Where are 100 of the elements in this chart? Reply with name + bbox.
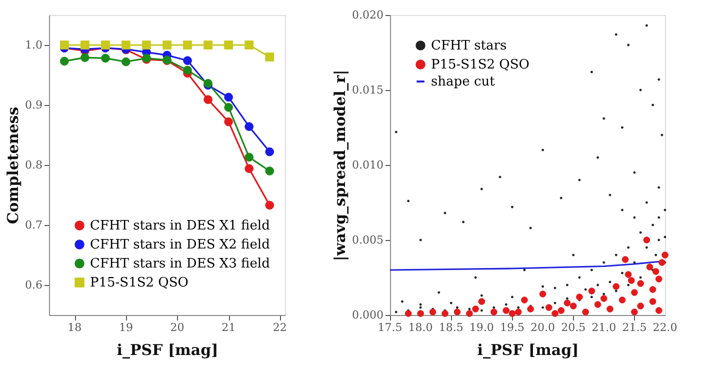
point (631, 308, 638, 316)
point (502, 307, 510, 314)
point (622, 256, 629, 263)
point (265, 147, 274, 156)
point (478, 298, 486, 305)
point (545, 304, 552, 311)
point (183, 40, 192, 50)
point (637, 302, 644, 310)
point (655, 276, 662, 282)
point (652, 268, 660, 275)
point (265, 200, 274, 210)
legend-label: shape cut (431, 74, 496, 90)
point (624, 271, 632, 278)
point (224, 92, 233, 102)
point (588, 288, 596, 294)
y-tick-label: 1.0 (25, 38, 42, 52)
x-tick-label: 22 (272, 321, 287, 334)
y-tick-label: 0.7 (25, 218, 42, 232)
point (631, 289, 638, 296)
y-axis-title: |wavg_spread_model_r| (331, 70, 350, 262)
point (162, 40, 172, 50)
x-tick-label: 21.0 (592, 321, 616, 334)
x-tick-label: 18.0 (408, 321, 433, 334)
y-tick-label: 0.005 (352, 234, 384, 246)
point (558, 307, 565, 314)
point (552, 310, 558, 317)
x-axis-title: i_PSF [mag] (116, 341, 218, 359)
point (80, 40, 90, 50)
point (244, 122, 254, 132)
point (527, 306, 534, 312)
x-tick-label: 19.0 (469, 321, 494, 334)
x-axis-title: i_PSF [mag] (477, 341, 579, 359)
y-tick-label: 0.010 (352, 158, 384, 172)
point (658, 259, 666, 266)
point (521, 296, 528, 304)
y-tick-label: 0.6 (25, 278, 42, 292)
point (655, 307, 662, 314)
point (539, 290, 546, 298)
legend-label: CFHT stars (431, 38, 507, 54)
y-tick-label: 0.9 (25, 98, 42, 112)
point (646, 264, 654, 270)
point (122, 57, 130, 66)
y-tick-label: 0.015 (352, 84, 384, 96)
point (618, 296, 626, 304)
point (404, 310, 412, 317)
x-tick-label: 18.5 (438, 321, 464, 334)
point (472, 306, 479, 312)
point (224, 102, 233, 112)
point (204, 95, 212, 104)
x-tick-label: 18 (68, 321, 82, 334)
point (643, 236, 650, 244)
point (442, 310, 448, 317)
x-tick-label: 17.5 (378, 321, 402, 334)
y-tick-label: 0.000 (352, 308, 384, 322)
legend-label: CFHT stars in DES X1 field (90, 218, 270, 234)
point (265, 52, 274, 62)
y-axis-title: Completeness (4, 106, 22, 224)
point (570, 302, 577, 310)
point (594, 301, 602, 308)
x-tick-label: 19 (118, 321, 133, 334)
point (122, 40, 130, 50)
point (490, 308, 498, 316)
point (576, 294, 583, 300)
point (649, 298, 656, 305)
point (60, 56, 69, 66)
x-tick-label: 20.5 (561, 321, 586, 334)
point (564, 300, 571, 306)
point (183, 56, 192, 66)
x-tick-label: 21.5 (622, 321, 647, 334)
line-series (389, 260, 666, 271)
point (244, 40, 254, 50)
x-tick-label: 20.0 (530, 321, 556, 334)
x-tick-label: 20 (170, 321, 184, 334)
point (417, 310, 424, 317)
point (142, 40, 151, 50)
point (224, 117, 233, 126)
legend-label: CFHT stars in DES X2 field (90, 238, 270, 252)
point (649, 286, 656, 293)
legend-label: P15-S1S2 QSO (431, 58, 530, 72)
point (628, 277, 635, 284)
x-tick-label: 19.5 (500, 321, 524, 334)
point (508, 310, 516, 317)
point (244, 152, 254, 162)
point (454, 308, 461, 316)
point (466, 310, 473, 317)
point (662, 252, 668, 258)
point (612, 283, 620, 290)
point (514, 308, 522, 316)
point (224, 40, 233, 50)
point (582, 308, 589, 316)
y-tick-label: 0.8 (25, 158, 42, 172)
x-tick-label: 21 (222, 321, 236, 334)
point (244, 164, 254, 174)
point (606, 306, 614, 312)
legend-label: P15-S1S2 QSO (90, 276, 188, 290)
point (80, 53, 90, 62)
point (101, 54, 110, 63)
y-tick-label: 0.020 (352, 8, 384, 22)
point (60, 40, 69, 50)
legend-label: CFHT stars in DES X3 field (90, 256, 270, 272)
